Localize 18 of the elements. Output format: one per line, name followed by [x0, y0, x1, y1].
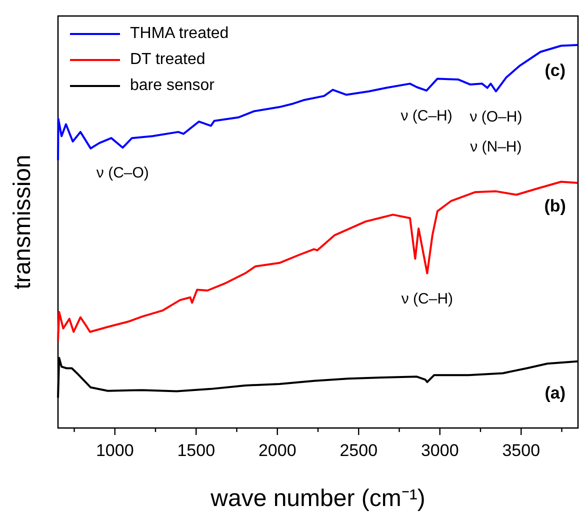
- x-tick-label: 2500: [340, 441, 378, 460]
- annotation: ν (C–O): [96, 164, 149, 182]
- annotation: (c): [544, 61, 566, 80]
- legend-label: THMA treated: [130, 25, 229, 42]
- y-axis-title: transmission: [9, 154, 36, 290]
- legend-label: bare sensor: [130, 77, 216, 94]
- annotation: (a): [544, 384, 566, 403]
- legend-label: DT treated: [130, 51, 206, 68]
- x-tick-label: 3500: [502, 441, 540, 460]
- annotation: ν (C–H): [400, 108, 452, 125]
- annotation: ν (O–H) ν (N–H): [470, 108, 522, 156]
- annotation: (b): [544, 197, 566, 216]
- x-tick-label: 3000: [420, 441, 459, 460]
- x-axis-title: wave number (cm⁻¹): [210, 485, 426, 512]
- x-tick-label: 1500: [177, 441, 216, 460]
- x-tick-label: 1000: [96, 441, 134, 460]
- annotation: ν (C–H): [401, 290, 454, 308]
- x-tick-label: 2000: [258, 441, 296, 460]
